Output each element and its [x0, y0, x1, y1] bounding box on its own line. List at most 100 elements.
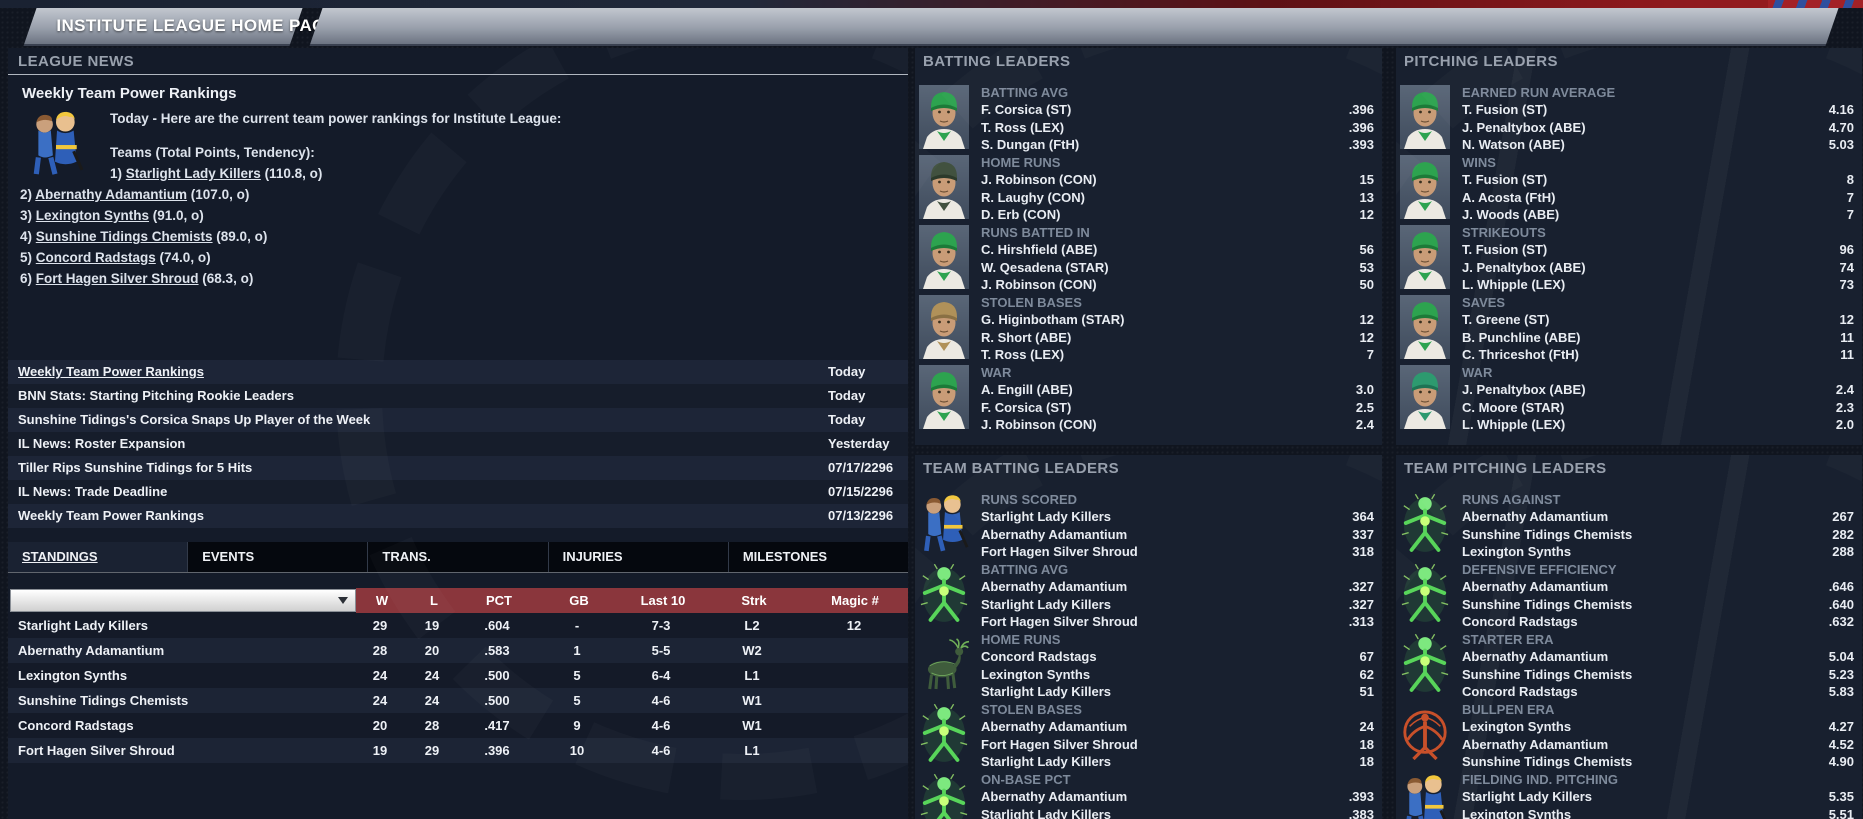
- leader-row[interactable]: Starlight Lady Killers 18: [981, 754, 1374, 769]
- col-strk[interactable]: Strk: [741, 593, 767, 608]
- player-link[interactable]: C. Moore (STAR): [1462, 399, 1565, 415]
- player-link[interactable]: C. Thriceshot (FtH): [1462, 347, 1579, 362]
- leader-row[interactable]: N. Watson (ABE) 5.03: [1462, 137, 1854, 152]
- player-link[interactable]: J. Penaltybox (ABE): [1462, 382, 1586, 397]
- player-link[interactable]: T. Ross (LEX): [981, 119, 1065, 135]
- leader-row[interactable]: Fort Hagen Silver Shroud .313: [981, 614, 1374, 629]
- player-link[interactable]: C. Hirshfield (ABE): [981, 242, 1098, 257]
- leader-row[interactable]: Starlight Lady Killers .327: [981, 596, 1374, 612]
- team-link[interactable]: Starlight Lady Killers: [981, 684, 1112, 699]
- player-link[interactable]: R. Short (ABE): [981, 329, 1072, 345]
- player-link[interactable]: R. Laughy (CON): [981, 189, 1085, 205]
- leader-row[interactable]: J. Penaltybox (ABE) 4.70: [1462, 119, 1854, 135]
- tab-injuries[interactable]: INJURIES: [547, 542, 728, 572]
- leader-row[interactable]: Concord Radstags .632: [1462, 614, 1854, 629]
- leader-row[interactable]: T. Ross (LEX) 7: [981, 347, 1374, 362]
- news-article[interactable]: Weekly Team Power Rankings Today - Here …: [8, 76, 908, 360]
- leader-row[interactable]: Abernathy Adamantium 24: [981, 719, 1374, 734]
- col-w[interactable]: W: [375, 593, 389, 608]
- leader-row[interactable]: Abernathy Adamantium .393: [981, 789, 1374, 804]
- leader-row[interactable]: A. Engill (ABE) 3.0: [981, 382, 1374, 397]
- player-link[interactable]: A. Acosta (FtH): [1462, 189, 1556, 205]
- leader-row[interactable]: T. Ross (LEX) .396: [981, 119, 1374, 135]
- standings-row[interactable]: Fort Hagen Silver Shroud 19 29.396 10 4-6 L1: [8, 738, 908, 763]
- team-link[interactable]: Sunshine Tidings Chemists: [1462, 666, 1633, 682]
- team-link[interactable]: Abernathy Adamantium: [35, 187, 188, 202]
- team-link[interactable]: Fort Hagen Silver Shroud: [35, 271, 199, 286]
- leader-row[interactable]: Lexington Synths 4.27: [1462, 719, 1854, 734]
- leader-row[interactable]: C. Moore (STAR) 2.3: [1462, 399, 1854, 415]
- news-item[interactable]: Tiller Rips Sunshine Tidings for 5 Hits 0…: [8, 456, 908, 480]
- team-link[interactable]: Sunshine Tidings Chemists: [1462, 526, 1633, 542]
- player-link[interactable]: F. Corsica (ST): [981, 102, 1072, 117]
- team-link[interactable]: Concord Radstags: [1462, 684, 1578, 699]
- news-item[interactable]: Sunshine Tidings's Corsica Snaps Up Play…: [8, 408, 908, 432]
- team-link[interactable]: Abernathy Adamantium: [1462, 509, 1609, 524]
- team-link[interactable]: Sunshine Tidings Chemists: [1462, 596, 1633, 612]
- leader-row[interactable]: J. Penaltybox (ABE) 2.4: [1462, 382, 1854, 397]
- team-link[interactable]: Abernathy Adamantium: [981, 789, 1128, 804]
- team-link[interactable]: Fort Hagen Silver Shroud: [981, 736, 1138, 752]
- leader-row[interactable]: Lexington Synths 62: [981, 666, 1374, 682]
- team-link[interactable]: Concord Radstags: [35, 250, 156, 265]
- leader-row[interactable]: Fort Hagen Silver Shroud 318: [981, 544, 1374, 559]
- tab-standings[interactable]: STANDINGS: [8, 542, 188, 572]
- leader-row[interactable]: J. Penaltybox (ABE) 74: [1462, 259, 1854, 275]
- player-link[interactable]: J. Penaltybox (ABE): [1462, 259, 1586, 275]
- leader-row[interactable]: T. Fusion (ST) 8: [1462, 172, 1854, 187]
- leader-row[interactable]: Lexington Synths 5.51: [1462, 806, 1854, 819]
- leader-row[interactable]: Abernathy Adamantium .646: [1462, 579, 1854, 594]
- leader-row[interactable]: Sunshine Tidings Chemists 282: [1462, 526, 1854, 542]
- team-link[interactable]: Abernathy Adamantium: [1462, 649, 1609, 664]
- player-link[interactable]: T. Fusion (ST): [1462, 172, 1548, 187]
- leader-row[interactable]: Lexington Synths 288: [1462, 544, 1854, 559]
- leader-row[interactable]: R. Short (ABE) 12: [981, 329, 1374, 345]
- leader-row[interactable]: R. Laughy (CON) 13: [981, 189, 1374, 205]
- leader-row[interactable]: Abernathy Adamantium 5.04: [1462, 649, 1854, 664]
- player-link[interactable]: L. Whipple (LEX): [1462, 277, 1566, 292]
- leader-row[interactable]: G. Higinbotham (STAR) 12: [981, 312, 1374, 327]
- leader-row[interactable]: Starlight Lady Killers 5.35: [1462, 789, 1854, 804]
- player-link[interactable]: J. Woods (ABE): [1462, 207, 1560, 222]
- team-link[interactable]: Fort Hagen Silver Shroud: [981, 614, 1138, 629]
- leader-row[interactable]: W. Qesadena (STAR) 53: [981, 259, 1374, 275]
- team-link[interactable]: Abernathy Adamantium: [981, 579, 1128, 594]
- leader-row[interactable]: J. Robinson (CON) 15: [981, 172, 1374, 187]
- team-link[interactable]: Lexington Synths: [981, 666, 1091, 682]
- col-last10[interactable]: Last 10: [640, 593, 686, 608]
- leader-row[interactable]: C. Thriceshot (FtH) 11: [1462, 347, 1854, 362]
- team-link[interactable]: Sunshine Tidings Chemists: [35, 229, 213, 244]
- team-link[interactable]: Lexington Synths: [1462, 544, 1572, 559]
- tab-events[interactable]: EVENTS: [187, 542, 367, 572]
- leader-row[interactable]: D. Erb (CON) 12: [981, 207, 1374, 222]
- leader-row[interactable]: Abernathy Adamantium 4.52: [1462, 736, 1854, 752]
- team-link[interactable]: Concord Radstags: [1462, 614, 1578, 629]
- col-pct[interactable]: PCT: [486, 593, 512, 608]
- leader-row[interactable]: T. Fusion (ST) 96: [1462, 242, 1854, 257]
- team-link[interactable]: Sunshine Tidings Chemists: [1462, 754, 1633, 769]
- standings-row[interactable]: Starlight Lady Killers 29 19.604-7-3 L2 12: [8, 613, 908, 638]
- player-link[interactable]: G. Higinbotham (STAR): [981, 312, 1125, 327]
- player-link[interactable]: N. Watson (ABE): [1462, 137, 1565, 152]
- player-link[interactable]: J. Penaltybox (ABE): [1462, 119, 1586, 135]
- leader-row[interactable]: A. Acosta (FtH) 7: [1462, 189, 1854, 205]
- news-item[interactable]: Weekly Team Power Rankings 07/13/2296: [8, 504, 908, 528]
- team-link[interactable]: Concord Radstags: [981, 649, 1097, 664]
- leader-row[interactable]: J. Robinson (CON) 50: [981, 277, 1374, 292]
- team-link[interactable]: Starlight Lady Killers: [981, 754, 1112, 769]
- leader-row[interactable]: Starlight Lady Killers 364: [981, 509, 1374, 524]
- player-link[interactable]: B. Punchline (ABE): [1462, 329, 1581, 345]
- tab-league-home[interactable]: INSTITUTE LEAGUE HOME PAGE: [23, 8, 338, 46]
- team-link[interactable]: Abernathy Adamantium: [1462, 736, 1609, 752]
- team-link[interactable]: Lexington Synths: [1462, 806, 1572, 819]
- standings-filter-dropdown[interactable]: [10, 589, 356, 612]
- player-link[interactable]: J. Robinson (CON): [981, 277, 1097, 292]
- team-link[interactable]: Abernathy Adamantium: [1462, 579, 1609, 594]
- tab-transactions[interactable]: TRANS.: [367, 542, 547, 572]
- leader-row[interactable]: T. Greene (ST) 12: [1462, 312, 1854, 327]
- leader-row[interactable]: Concord Radstags 5.83: [1462, 684, 1854, 699]
- team-link[interactable]: Starlight Lady Killers: [125, 166, 261, 181]
- leader-row[interactable]: Sunshine Tidings Chemists 4.90: [1462, 754, 1854, 769]
- news-item[interactable]: Weekly Team Power Rankings Today: [8, 360, 908, 384]
- player-link[interactable]: T. Ross (LEX): [981, 347, 1065, 362]
